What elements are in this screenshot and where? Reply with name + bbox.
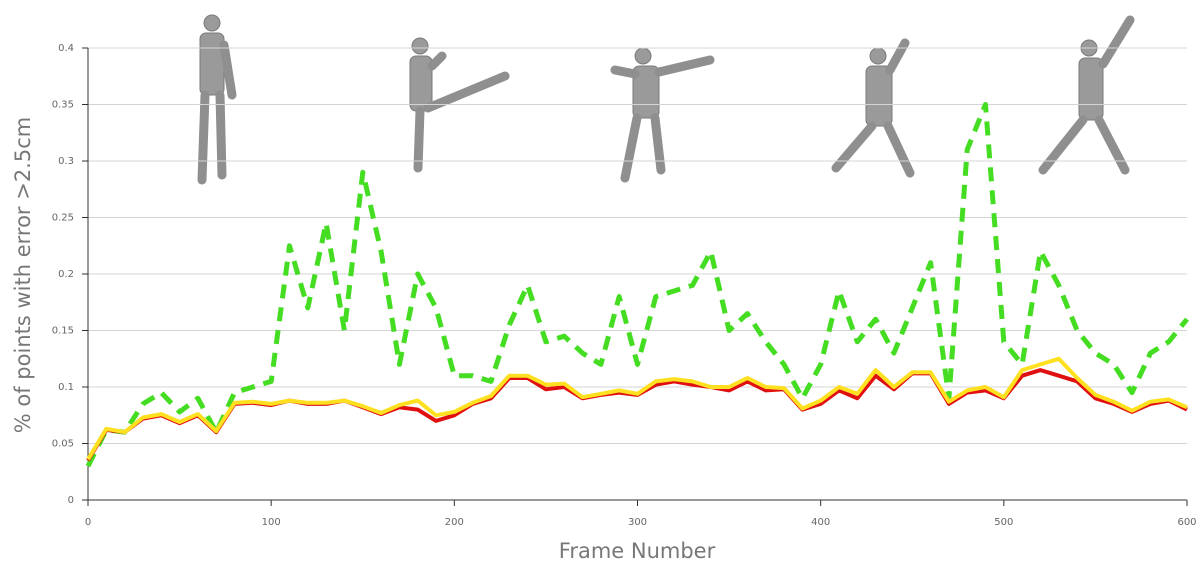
- y-tick-label: 0.35: [52, 100, 74, 111]
- x-tick-label: 500: [994, 517, 1013, 528]
- y-tick-label: 0.25: [52, 213, 74, 224]
- series-line: [88, 370, 1187, 460]
- figure: [836, 43, 910, 173]
- figure: [615, 48, 710, 178]
- chart: % of points with error >2.5cm Frame Numb…: [0, 0, 1198, 569]
- y-tick-label: 0.4: [58, 43, 74, 54]
- y-tick-label: 0.2: [58, 269, 74, 280]
- x-tick-label: 200: [445, 517, 464, 528]
- y-tick-label: 0.1: [58, 382, 74, 393]
- x-tick-label: 600: [1177, 517, 1196, 528]
- x-tick-label: 0: [85, 517, 91, 528]
- y-tick-label: 0.15: [52, 326, 74, 337]
- figure: [1043, 20, 1130, 170]
- figure: [200, 15, 232, 180]
- x-tick-label: 100: [262, 517, 281, 528]
- y-tick-label: 0: [68, 495, 74, 506]
- x-axis-title: Frame Number: [559, 539, 716, 563]
- y-tick-label: 0.3: [58, 156, 74, 167]
- figure: [410, 38, 505, 168]
- y-axis-title: % of points with error >2.5cm: [11, 117, 35, 433]
- series-line: [88, 105, 1187, 467]
- x-tick-label: 300: [628, 517, 647, 528]
- x-tick-label: 400: [811, 517, 830, 528]
- y-tick-label: 0.05: [52, 439, 74, 450]
